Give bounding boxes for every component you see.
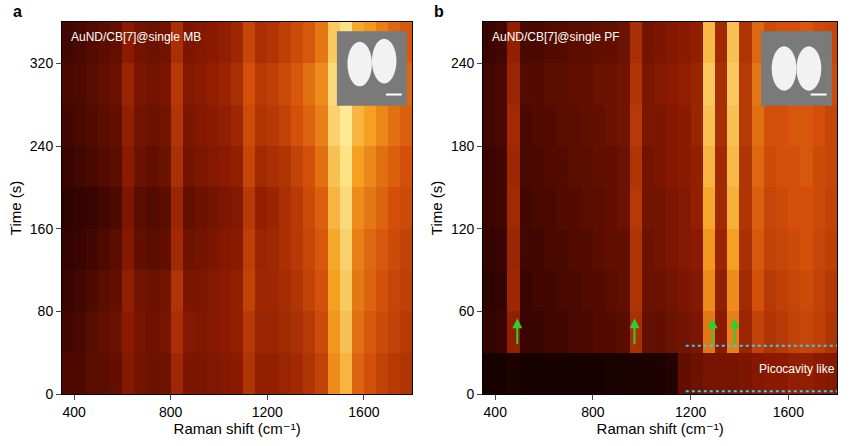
svg-text:400: 400: [484, 404, 508, 420]
svg-text:320: 320: [30, 55, 54, 71]
svg-text:1200: 1200: [675, 404, 706, 420]
svg-text:60: 60: [459, 303, 475, 319]
svg-text:b: b: [434, 3, 444, 20]
svg-text:1600: 1600: [773, 404, 804, 420]
svg-text:0: 0: [45, 386, 53, 402]
svg-text:Time (s): Time (s): [7, 181, 24, 235]
svg-text:Time (s): Time (s): [428, 181, 445, 235]
svg-text:180: 180: [451, 138, 475, 154]
svg-text:800: 800: [581, 404, 605, 420]
svg-text:Raman shift (cm⁻¹): Raman shift (cm⁻¹): [597, 420, 724, 437]
svg-text:120: 120: [451, 221, 475, 237]
svg-text:240: 240: [451, 55, 475, 71]
svg-text:1600: 1600: [348, 404, 379, 420]
svg-text:80: 80: [38, 303, 54, 319]
svg-text:400: 400: [62, 404, 86, 420]
svg-text:AuND/CB[7]@single MB: AuND/CB[7]@single MB: [71, 30, 201, 44]
svg-text:AuND/CB[7]@single PF: AuND/CB[7]@single PF: [492, 30, 620, 44]
svg-text:0: 0: [466, 386, 474, 402]
svg-text:1200: 1200: [252, 404, 283, 420]
svg-text:160: 160: [30, 221, 54, 237]
svg-text:800: 800: [159, 404, 183, 420]
svg-text:Raman shift (cm⁻¹): Raman shift (cm⁻¹): [174, 420, 301, 437]
svg-text:240: 240: [30, 138, 54, 154]
svg-text:Picocavity like: Picocavity like: [759, 362, 835, 376]
svg-text:a: a: [13, 3, 22, 20]
